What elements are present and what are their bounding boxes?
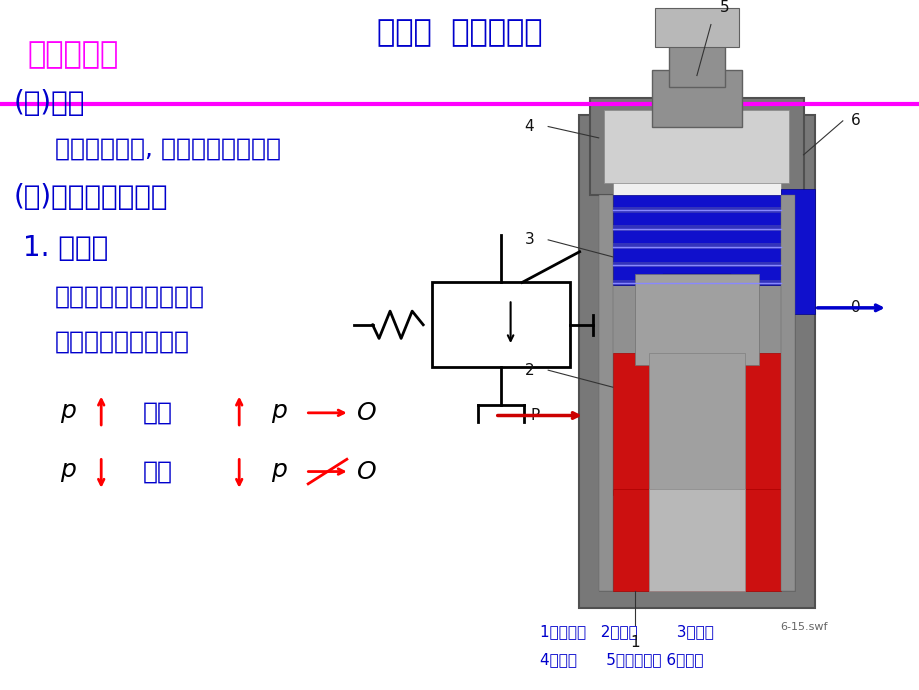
Bar: [612, 262, 780, 267]
Text: $p$: $p$: [271, 460, 288, 484]
Text: $O$: $O$: [356, 460, 376, 484]
Bar: [612, 244, 780, 249]
Text: $p$: $p$: [271, 401, 288, 425]
Text: (一)作用: (一)作用: [14, 89, 85, 117]
Bar: [668, 30, 724, 87]
Bar: [649, 353, 743, 489]
Bar: [590, 98, 802, 195]
Bar: [663, 274, 730, 308]
Bar: [604, 110, 789, 183]
Bar: [432, 282, 570, 367]
Bar: [649, 489, 743, 591]
Text: $p$: $p$: [60, 460, 76, 484]
Text: 阀芯: 阀芯: [142, 460, 173, 484]
Text: (二)工作原理和结构: (二)工作原理和结构: [14, 183, 168, 211]
Text: 1: 1: [630, 635, 640, 650]
Text: 6: 6: [850, 113, 860, 128]
Bar: [578, 115, 814, 608]
Bar: [654, 8, 738, 47]
Text: 第四节  压力控制阀: 第四节 压力控制阀: [377, 18, 542, 47]
Bar: [612, 195, 780, 285]
Bar: [612, 489, 780, 591]
Text: 2: 2: [524, 363, 534, 377]
Text: 防止系统过载, 保持系统压力恒定: 防止系统过载, 保持系统压力恒定: [55, 137, 281, 161]
Bar: [612, 132, 780, 206]
Text: 阀芯: 阀芯: [142, 401, 173, 425]
Text: 二、溢流阀: 二、溢流阀: [28, 41, 119, 70]
Text: P: P: [530, 408, 539, 423]
Bar: [612, 353, 780, 495]
Text: 3: 3: [524, 233, 534, 247]
Bar: [634, 274, 758, 364]
Bar: [780, 195, 794, 591]
Bar: [652, 70, 741, 126]
Bar: [598, 195, 612, 591]
Bar: [780, 189, 814, 313]
Text: 1－阻尼孔   2－阀体        3－阀芯: 1－阻尼孔 2－阀体 3－阀芯: [539, 624, 713, 640]
Text: 控制阀芯的启闭动作: 控制阀芯的启闭动作: [55, 330, 190, 354]
Bar: [612, 279, 780, 285]
Text: 1. 直动式: 1. 直动式: [23, 234, 108, 262]
Text: 5: 5: [720, 0, 729, 15]
Text: $O$: $O$: [356, 401, 376, 425]
Text: 压力油和弹簧力的作用: 压力油和弹簧力的作用: [55, 285, 205, 309]
Text: 0: 0: [850, 300, 860, 315]
Bar: [612, 226, 780, 230]
Text: 6-15.swf: 6-15.swf: [779, 622, 827, 631]
Text: 4－阀盖      5－调压螺钉 6－弹簧: 4－阀盖 5－调压螺钉 6－弹簧: [539, 652, 703, 667]
Text: $p$: $p$: [60, 401, 76, 425]
Bar: [612, 207, 780, 213]
Text: 4: 4: [524, 119, 534, 134]
Bar: [654, 478, 738, 569]
Bar: [598, 132, 794, 591]
